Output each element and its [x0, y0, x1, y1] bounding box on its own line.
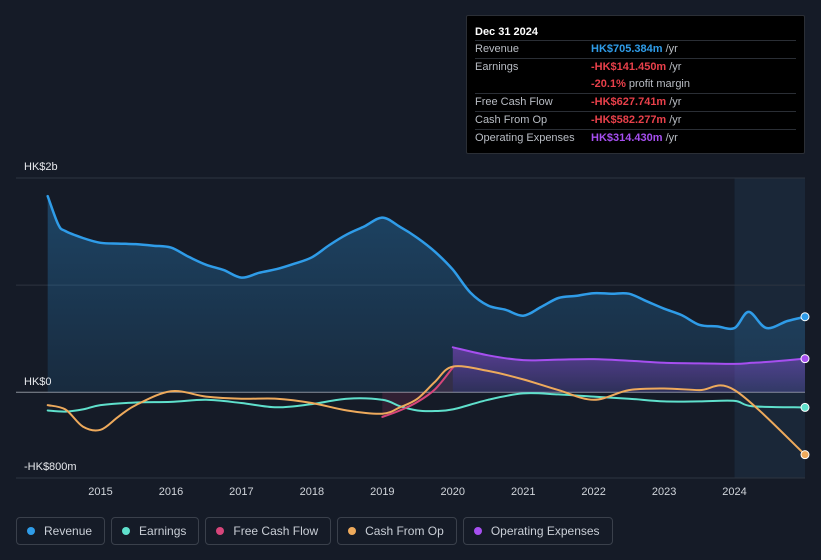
tooltip-row-unit: /yr	[665, 132, 678, 144]
tooltip-row-label: Earnings	[475, 61, 519, 73]
legend-item-free-cash-flow[interactable]: Free Cash Flow	[205, 517, 332, 545]
series-area-revenue	[47, 196, 805, 393]
series-end-point-cfo	[800, 450, 810, 460]
y-tick-label-zero: HK$0	[24, 376, 52, 388]
tooltip-row-label: Revenue	[475, 43, 520, 55]
series-end-point-earnings	[800, 402, 810, 412]
legend-dot-icon	[348, 527, 357, 535]
tooltip-row-value: -HK$582.277m	[591, 114, 667, 126]
legend-dot-icon	[473, 527, 482, 535]
x-tick-label-2018: 2018	[300, 486, 324, 498]
tooltip-row-value: HK$314.430m	[591, 132, 663, 144]
x-tick-label-2020: 2020	[441, 486, 465, 498]
series-area-opex	[452, 347, 805, 393]
y-tick-label-bottom: -HK$800m	[24, 461, 77, 473]
legend-item-revenue[interactable]: Revenue	[16, 517, 106, 545]
legend-label: Revenue	[44, 524, 93, 538]
tooltip-row: Revenue HK$705.384m/yr	[475, 40, 796, 58]
tooltip-row: -20.1% profit margin	[475, 76, 796, 93]
x-tick-label-2022: 2022	[581, 486, 605, 498]
tooltip-row-unit: profit margin	[628, 78, 690, 90]
x-tick-label-2015: 2015	[88, 486, 112, 498]
legend: Revenue Earnings Free Cash Flow Cash From O…	[16, 517, 613, 545]
tooltip-row-label: Free Cash Flow	[475, 96, 553, 108]
legend-label: Free Cash Flow	[233, 524, 319, 538]
legend-label: Earnings	[139, 524, 187, 538]
x-tick-label-2017: 2017	[229, 486, 253, 498]
x-tick-label-2024: 2024	[722, 486, 746, 498]
series-end-point-revenue	[800, 312, 810, 322]
tooltip-row-value: -20.1%	[591, 78, 626, 90]
series-line-revenue	[46, 194, 807, 331]
legend-label: Operating Expenses	[490, 524, 600, 538]
tooltip-row-unit: /yr	[665, 43, 678, 55]
legend-dot-icon	[216, 527, 225, 535]
legend-item-operating-expenses[interactable]: Operating Expenses	[462, 517, 613, 545]
tooltip-row-unit: /yr	[669, 61, 682, 73]
x-tick-label-2021: 2021	[511, 486, 535, 498]
legend-dot-icon	[27, 527, 35, 535]
tooltip-row-unit: /yr	[669, 96, 682, 108]
series-line-opex	[451, 346, 806, 365]
legend-item-earnings[interactable]: Earnings	[111, 517, 200, 545]
tooltip-row-label	[475, 76, 591, 93]
series-end-point-opex	[800, 354, 810, 364]
legend-item-cash-from-op[interactable]: Cash From Op	[337, 517, 457, 545]
tooltip-row: Earnings -HK$141.450m/yr	[475, 58, 796, 76]
series-line-fcf	[381, 366, 454, 418]
tooltip-row-value: HK$705.384m	[591, 43, 663, 55]
tooltip-row: Free Cash Flow -HK$627.741m/yr	[475, 93, 796, 111]
tooltip-panel: Dec 31 2024 Revenue HK$705.384m/yr Earning…	[466, 15, 805, 154]
x-tick-label-2019: 2019	[370, 486, 394, 498]
x-tick-label-2016: 2016	[159, 486, 183, 498]
tooltip-row: Cash From Op -HK$582.277m/yr	[475, 111, 796, 129]
tooltip-row-value: -HK$141.450m	[591, 61, 667, 73]
tooltip-row-unit: /yr	[669, 114, 682, 126]
series-area-fcf	[382, 367, 453, 417]
x-tick-label-2023: 2023	[652, 486, 676, 498]
tooltip-row-label: Operating Expenses	[475, 132, 575, 144]
y-tick-label-top: HK$2b	[24, 161, 58, 173]
tooltip-date: Dec 31 2024	[475, 26, 538, 38]
legend-dot-icon	[122, 527, 131, 535]
legend-label: Cash From Op	[365, 524, 444, 538]
tooltip-row-label: Cash From Op	[475, 114, 548, 126]
tooltip-row-value: -HK$627.741m	[591, 96, 667, 108]
series-line-earnings	[46, 392, 806, 413]
tooltip-row: Operating Expenses HK$314.430m/yr	[475, 129, 796, 147]
series-line-cfo	[46, 365, 806, 456]
